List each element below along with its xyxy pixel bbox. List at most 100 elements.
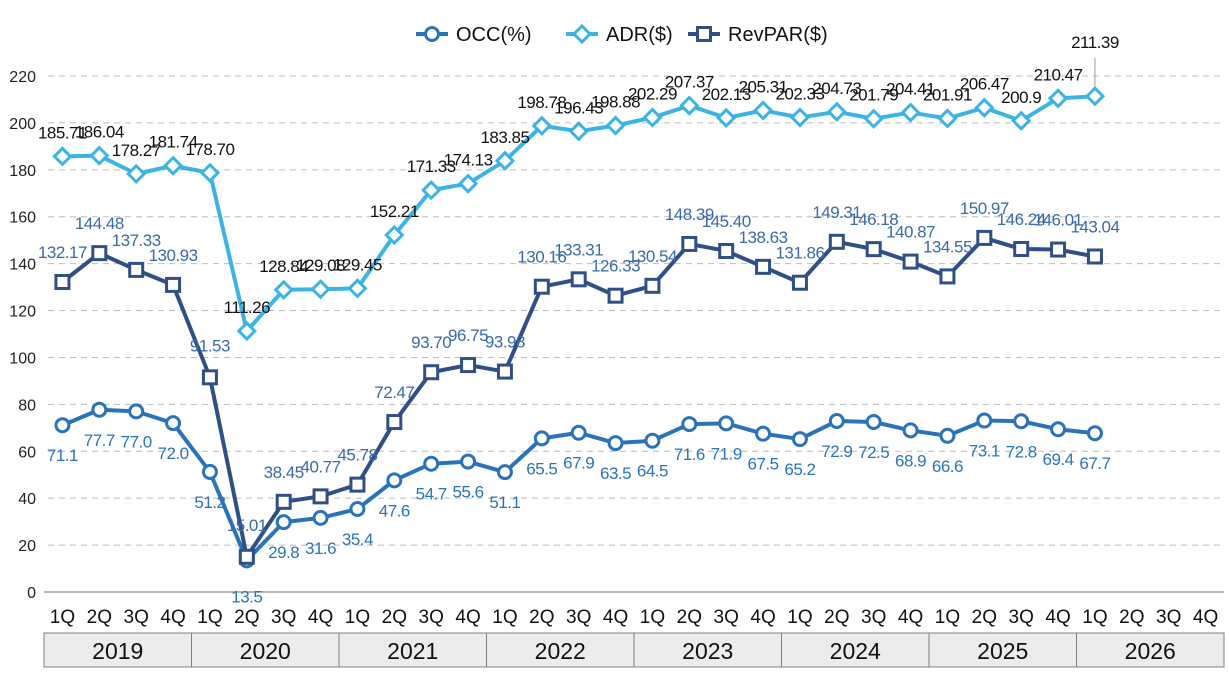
- adr-data-label: 196.43: [554, 98, 603, 117]
- occ-data-label: 47.6: [379, 501, 410, 520]
- revpar-point: [165, 276, 182, 293]
- revpar-legend-marker: [696, 26, 712, 42]
- x-tick-label: 3Q: [566, 607, 591, 628]
- occ-data-label: 68.9: [895, 451, 926, 470]
- revpar-data-label: 134.55: [923, 237, 972, 256]
- adr-point: [421, 180, 442, 201]
- occ-data-label: 35.4: [342, 530, 373, 549]
- x-tick-label: 1Q: [640, 607, 665, 628]
- occ-point: [201, 463, 218, 480]
- revpar-point: [865, 241, 882, 258]
- adr-point: [384, 224, 405, 246]
- occ-point: [718, 415, 735, 432]
- occ-data-label: 72.8: [1006, 442, 1037, 461]
- occ-data-label: 54.7: [416, 485, 447, 504]
- x-tick-label: 3Q: [124, 607, 149, 628]
- occ-point: [1013, 413, 1030, 430]
- year-label: 2021: [387, 638, 438, 664]
- occ-point: [533, 430, 550, 447]
- occ-point: [828, 413, 845, 430]
- adr-data-label: 178.27: [112, 141, 161, 160]
- occ-data-label: 67.7: [1079, 454, 1110, 473]
- year-cell: [486, 632, 635, 668]
- revpar-data-label: 38.45: [264, 463, 304, 482]
- adr-data-label: 198.78: [517, 93, 566, 112]
- revpar-data-label: 96.75: [448, 326, 488, 345]
- revpar-data-label: 45.78: [337, 446, 377, 465]
- occ-point: [976, 412, 993, 429]
- revpar-data-label: 93.70: [411, 333, 451, 352]
- occ-data-label: 72.9: [821, 442, 852, 461]
- x-tick-label: 3Q: [1009, 607, 1034, 628]
- year-cell: [633, 632, 782, 668]
- occ-point: [865, 413, 882, 430]
- adr-data-label: 128.84: [259, 257, 308, 276]
- adr-point: [1047, 88, 1069, 109]
- revpar-data-label: 149.31: [812, 203, 861, 222]
- y-tick-label: 200: [9, 116, 36, 133]
- occ-data-label: 63.5: [600, 464, 631, 483]
- revpar-point: [828, 233, 845, 250]
- revpar-data-label: 15.01: [227, 516, 267, 535]
- adr-point: [789, 107, 811, 128]
- occ-data-label: 71.1: [47, 446, 78, 465]
- revpar-data-label: 146.18: [849, 210, 898, 229]
- revpar-data-label: 40.77: [301, 457, 341, 476]
- revpar-point: [1050, 241, 1067, 258]
- occ-point: [54, 417, 71, 434]
- adr-data-label: 207.37: [665, 73, 714, 92]
- adr-data-label: 201.91: [923, 85, 972, 104]
- revpar-point: [1013, 241, 1030, 258]
- x-tick-label: 2Q: [234, 607, 259, 628]
- adr-point: [716, 107, 737, 129]
- adr-point: [900, 102, 921, 123]
- revpar-data-label: 133.31: [554, 240, 603, 259]
- year-label: 2026: [1125, 638, 1176, 664]
- occ-point: [1086, 425, 1103, 442]
- adr-data-label: 185.71: [38, 123, 87, 142]
- adr-point: [1011, 110, 1032, 131]
- x-tick-label: 1Q: [1082, 607, 1107, 628]
- revpar-data-label: 130.93: [149, 246, 198, 265]
- occ-point: [423, 455, 440, 472]
- occ-data-label: 71.6: [674, 445, 705, 464]
- adr-data-label: 174.13: [444, 151, 493, 170]
- adr-data-label: 202.29: [628, 85, 677, 104]
- occ-data-label: 72.5: [858, 443, 889, 462]
- x-tick-label: 2Q: [382, 607, 407, 628]
- adr-point: [937, 108, 958, 129]
- adr-data-label: 152.21: [370, 202, 419, 221]
- revpar-point: [275, 493, 292, 510]
- revpar-data-label: 138.63: [739, 228, 788, 247]
- revpar-point: [755, 258, 772, 275]
- x-tick-label: 2Q: [529, 607, 554, 628]
- occ-point: [165, 415, 182, 432]
- x-tick-label: 3Q: [419, 607, 444, 628]
- adr-data-label: 129.45: [333, 255, 382, 274]
- x-tick-label: 4Q: [750, 607, 775, 628]
- occ-point: [91, 401, 108, 418]
- year-label: 2025: [977, 638, 1028, 664]
- revpar-data-label: 145.40: [702, 212, 751, 231]
- adr-data-label: 205.31: [739, 77, 788, 96]
- occ-point: [939, 427, 956, 444]
- x-tick-label: 1Q: [492, 607, 517, 628]
- y-tick-label: 160: [9, 210, 36, 227]
- adr-data-label: 178.70: [185, 140, 234, 159]
- x-tick-label: 2Q: [87, 607, 112, 628]
- adr-data-label: 111.26: [224, 298, 271, 317]
- x-tick-label: 3Q: [861, 607, 886, 628]
- adr-point: [347, 278, 368, 299]
- x-tick-label: 4Q: [455, 607, 480, 628]
- x-tick-label: 2Q: [677, 607, 702, 628]
- x-tick-label: 3Q: [271, 607, 296, 628]
- adr-point: [52, 146, 73, 167]
- year-label: 2023: [682, 638, 733, 664]
- occ-point: [1050, 421, 1067, 438]
- x-tick-label: 4Q: [1045, 607, 1070, 628]
- revpar-point: [976, 229, 993, 246]
- x-tick-label: 1Q: [935, 607, 960, 628]
- adr-point: [236, 320, 257, 342]
- revpar-point: [570, 271, 587, 288]
- year-label: 2024: [830, 638, 881, 664]
